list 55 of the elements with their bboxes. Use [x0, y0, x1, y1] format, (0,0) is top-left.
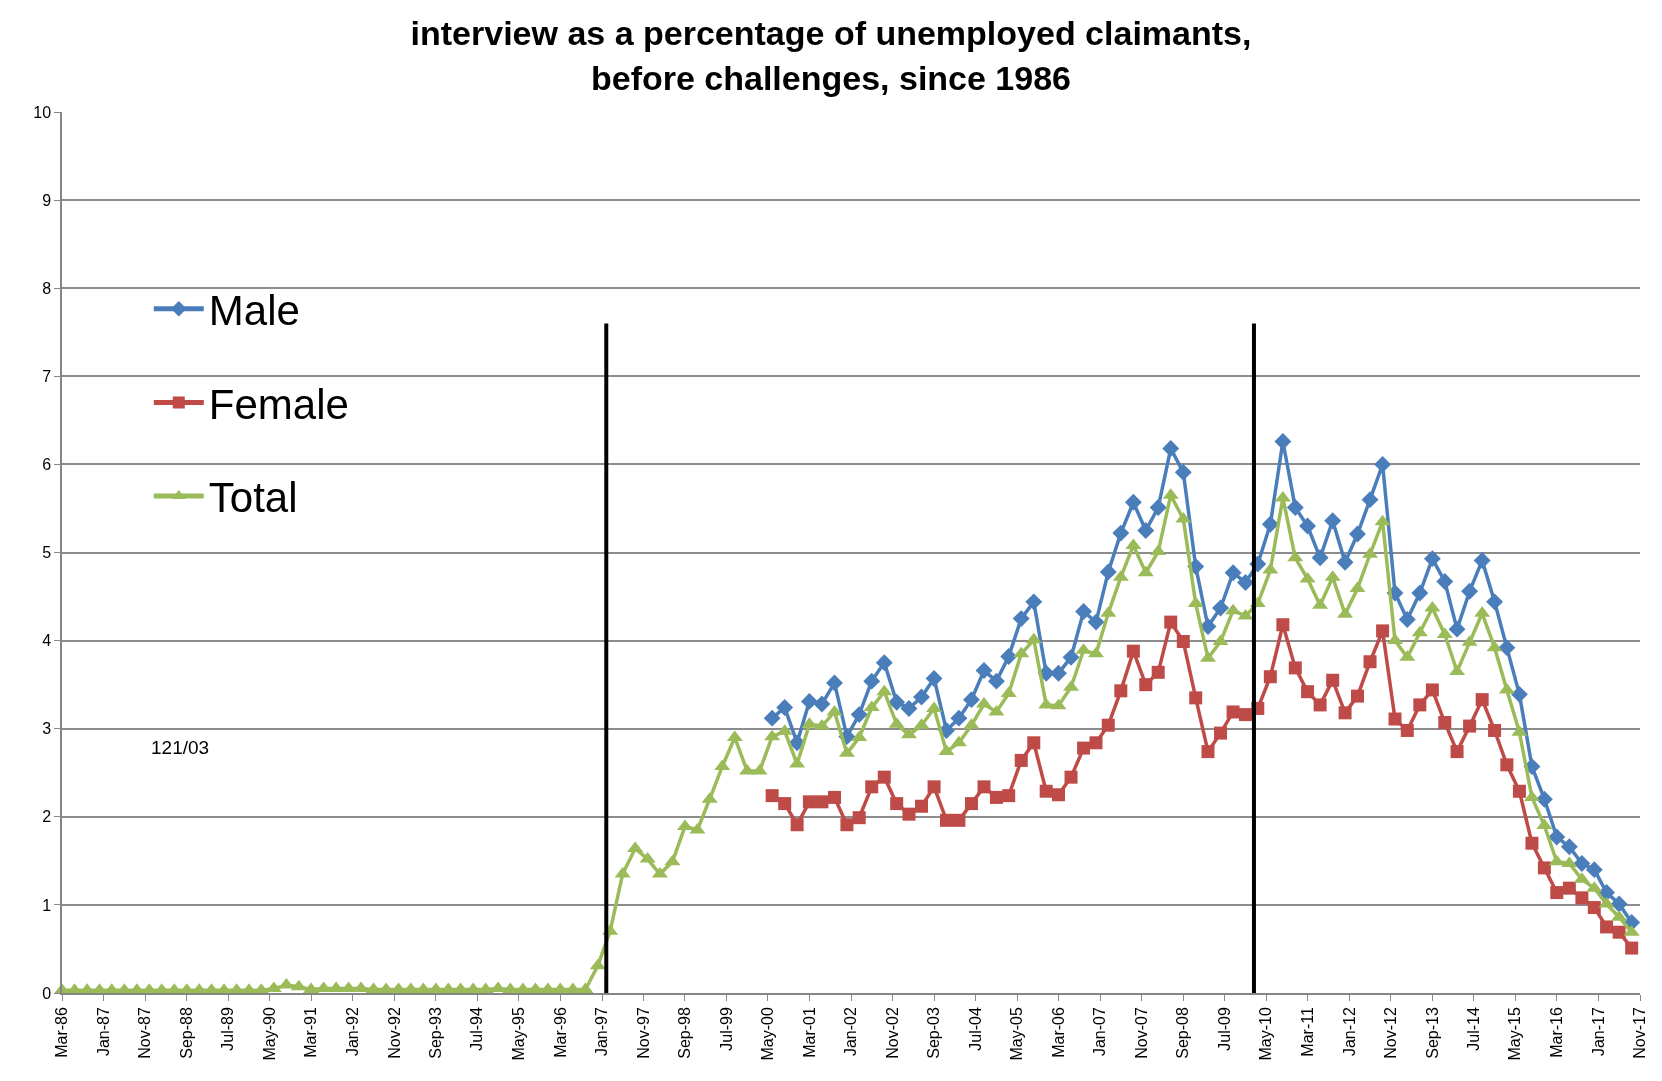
x-tick-label: Sep-88	[178, 1007, 196, 1059]
x-tick-label: Nov-07	[1132, 1007, 1150, 1059]
x-tick-label: Nov-12	[1382, 1007, 1400, 1059]
x-tick-label: Jan-17	[1589, 1007, 1607, 1057]
x-tick-label: Sep-08	[1174, 1007, 1192, 1059]
x-tick-label: May-95	[509, 1007, 527, 1061]
y-tick-label: 6	[42, 456, 52, 473]
x-tick-label: Nov-17	[1631, 1007, 1649, 1059]
legend-label: Male	[208, 287, 300, 335]
x-tick-label: May-15	[1506, 1007, 1524, 1061]
x-tick-label: Mar-01	[800, 1007, 818, 1058]
x-tick-label: Mar-96	[551, 1007, 569, 1058]
x-tick-label: Jan-92	[344, 1007, 362, 1057]
x-tick-label: Mar-06	[1049, 1007, 1067, 1058]
x-tick-label: Jan-02	[842, 1007, 860, 1057]
x-tick-label: Jul-04	[966, 1007, 984, 1051]
x-tick-label: Jan-12	[1340, 1007, 1358, 1057]
y-tick-label: 9	[42, 191, 52, 209]
y-tick-label: 4	[42, 632, 52, 650]
x-tick-label: Sep-98	[676, 1007, 694, 1059]
x-tick-label: Nov-97	[634, 1007, 652, 1059]
y-tick-label: 0	[42, 984, 52, 1002]
x-tick-label: Mar-91	[302, 1007, 320, 1058]
x-tick-label: Jul-14	[1464, 1007, 1482, 1051]
y-tick-label: 2	[42, 808, 52, 826]
x-tick-label: Jul-99	[717, 1007, 735, 1051]
x-tick-label: Jan-97	[593, 1007, 611, 1057]
x-tick-label: Jul-09	[1215, 1007, 1233, 1051]
chart-title: interview as a percentage of unemployed claimants, before challenges, since 1986	[410, 14, 1252, 97]
y-tick-label: 8	[42, 279, 52, 297]
x-tick-label: Nov-87	[136, 1007, 154, 1059]
x-tick-label: Mar-86	[53, 1007, 71, 1058]
x-tick-label: Sep-03	[925, 1007, 943, 1059]
x-tick-label: May-10	[1257, 1007, 1275, 1061]
x-tick-label: May-90	[260, 1007, 278, 1061]
x-tick-label: Jul-94	[468, 1007, 486, 1051]
legend-label: Female	[208, 380, 349, 428]
x-tick-label: May-05	[1008, 1007, 1026, 1061]
x-tick-label: Jul-89	[219, 1007, 237, 1051]
x-tick-label: Mar-11	[1298, 1007, 1316, 1057]
y-tick-label: 5	[42, 544, 52, 562]
x-tick-label: May-00	[759, 1007, 777, 1061]
y-tick-label: 1	[42, 896, 52, 914]
x-tick-label: Sep-13	[1423, 1007, 1441, 1059]
y-tick-label: 3	[42, 720, 52, 738]
y-tick-label: 7	[42, 367, 52, 385]
x-tick-label: Mar-16	[1547, 1007, 1565, 1058]
annotation: 121/03	[151, 737, 210, 758]
x-tick-label: Jan-87	[94, 1007, 112, 1057]
x-tick-label: Sep-93	[427, 1007, 445, 1059]
x-tick-label: Nov-02	[883, 1007, 901, 1059]
legend-label: Total	[208, 474, 298, 522]
x-tick-label: Nov-92	[385, 1007, 403, 1059]
x-tick-label: Jan-07	[1091, 1007, 1109, 1057]
y-tick-label: 10	[33, 103, 52, 121]
